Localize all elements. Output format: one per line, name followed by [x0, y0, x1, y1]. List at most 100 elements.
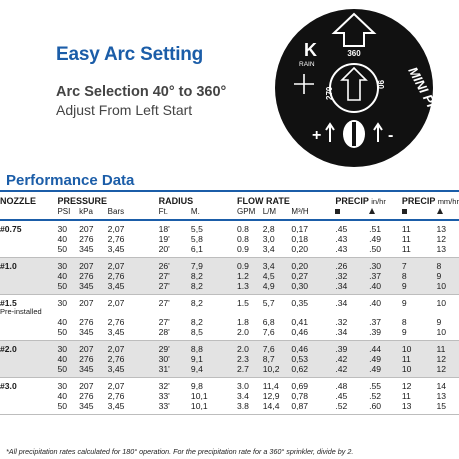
table-cell: 8,8 — [190, 340, 238, 354]
hero-title: Easy Arc Setting — [56, 44, 204, 65]
table-cell: 345 — [79, 281, 108, 295]
table-cell: 207 — [79, 298, 94, 308]
table-cell: 3,4 — [262, 244, 275, 254]
table-cell: .32 — [335, 317, 348, 327]
dial-label-270: 270 — [325, 86, 334, 100]
table-cell: 7,6 — [262, 327, 275, 337]
table-cell: 0,20 — [291, 244, 309, 254]
table-cell: 3,45 — [107, 401, 125, 411]
table-cell: 50 — [57, 327, 67, 337]
nozzle-group: #2.0 30 207 2,07 29' 8,8 2.0 7,6 0,46.39.44 10 11 4… — [0, 340, 459, 378]
table-cell: 8 — [401, 271, 437, 281]
table-cell: 27' — [158, 317, 170, 327]
nozzle-group: #3.0 30 207 2,07 32' 9,8 3.0 11,4 0,69 .48 .55 12 14… — [0, 378, 459, 415]
subheader-gpm: GPM — [237, 207, 256, 216]
table-cell: .49 — [369, 234, 382, 244]
header-precip-mm: PRECIP mm/hr — [402, 191, 459, 207]
table-cell: 40 — [57, 354, 80, 364]
table-cell: 10 — [436, 298, 447, 308]
table-cell: 30 — [57, 224, 67, 234]
table-cell: 27' — [158, 298, 170, 308]
subheader-bars: Bars — [107, 207, 125, 216]
table-cell: 32' — [158, 381, 170, 391]
table-cell: .43 — [335, 244, 348, 254]
nozzle-group: #1.5 Pre-installed 30 207 2,07 27' 8,2 1.5 5,7 0,… — [0, 295, 459, 341]
table-cell: 1.8 — [237, 317, 249, 327]
table-cell: 207 — [79, 224, 94, 234]
table-cell: 7,6 — [262, 340, 292, 354]
table-cell: .44 — [369, 340, 402, 354]
nozzle-note: Pre-installed — [0, 307, 42, 316]
table-cell: 2,76 — [107, 317, 125, 327]
table-cell: 31' — [158, 364, 191, 378]
table-cell: 0,35 — [291, 298, 309, 308]
table-cell: .34 — [335, 327, 348, 337]
header-flow-rate: FLOW RATE — [237, 196, 290, 206]
dial-brand-letter: K — [304, 40, 317, 60]
table-cell: 9 — [401, 327, 407, 337]
table-cell: 13 — [436, 244, 447, 254]
table-cell: 0,27 — [291, 271, 336, 281]
table-row: 40 276 2,76 27' 8,2 1.8 6,8 0,41 .32 .37 8 9 — [0, 317, 459, 327]
table-cell: 4,5 — [262, 271, 292, 281]
table-cell: .42 — [335, 354, 370, 364]
table-cell: 345 — [79, 244, 94, 254]
table-cell: 3,45 — [107, 281, 159, 295]
triangle-spacing-icon — [369, 207, 402, 220]
table-cell: .48 — [335, 381, 348, 391]
nozzle-size: #2.0 — [0, 340, 58, 354]
table-cell: 18' — [158, 224, 170, 234]
table-row: 50 345 3,45 20' 6,1 0.9 3,4 0,20 .43 .50 11 13 — [0, 244, 459, 258]
table-cell: 5,5 — [190, 224, 203, 234]
table-cell: 0.9 — [237, 244, 249, 254]
table-cell: 12 — [401, 381, 412, 391]
table-cell: 30' — [158, 354, 191, 364]
nozzle-label: #1.5 — [0, 298, 17, 308]
header-precip-in-label: PRECIP — [335, 196, 369, 206]
table-cell: 11 — [401, 391, 411, 401]
table-cell: 9,8 — [190, 381, 203, 391]
table-cell: .52 — [369, 391, 382, 401]
table-cell: 12,9 — [262, 391, 280, 401]
nozzle-label: #3.0 — [0, 381, 17, 391]
table-cell: 276 — [79, 391, 94, 401]
table-cell: 30 — [57, 257, 80, 271]
table-cell: 5,8 — [190, 234, 203, 244]
header-pressure: PRESSURE — [57, 196, 107, 206]
table-cell: 19' — [158, 234, 170, 244]
adjust-screw-slot — [352, 122, 356, 146]
arc-selector-ring — [329, 63, 379, 113]
table-cell: 2,8 — [262, 224, 275, 234]
dial-plus-sign: + — [312, 127, 321, 144]
table-cell: 2,76 — [107, 354, 159, 364]
table-cell: 276 — [79, 234, 94, 244]
table-cell: .32 — [335, 271, 370, 281]
table-cell: 33' — [158, 401, 170, 411]
table-cell: 3,4 — [262, 257, 292, 271]
table-cell: 40 — [57, 271, 80, 281]
table-cell: 2,07 — [107, 340, 159, 354]
table-cell: .49 — [369, 354, 402, 364]
table-cell: 207 — [79, 381, 94, 391]
table-cell: 15 — [436, 401, 447, 411]
sprinkler-dial-image: K RAIN 360 270 90 MINI PRO + - — [275, 9, 442, 167]
table-cell: 5,7 — [262, 298, 275, 308]
table-cell: 13 — [436, 224, 447, 234]
table-cell: .30 — [369, 257, 402, 271]
footnote: *All precipitation rates calculated for … — [6, 447, 354, 456]
table-cell: 40 — [57, 391, 67, 401]
table-cell: 33' — [158, 391, 170, 401]
table-cell: 13 — [401, 401, 412, 411]
table-cell: 8,2 — [190, 298, 203, 308]
table-cell: 9 — [401, 281, 437, 295]
nozzle-size: #0.75 — [0, 220, 57, 234]
table-cell: 0.8 — [237, 224, 249, 234]
table-row: #3.0 30 207 2,07 32' 9,8 3.0 11,4 0,69 .48 .55 12 14 — [0, 378, 459, 391]
table-cell: 8,2 — [190, 317, 203, 327]
table-cell: .49 — [369, 364, 402, 378]
adjust-start-text: Adjust From Left Start — [56, 102, 193, 118]
table-cell: 7,9 — [190, 257, 238, 271]
table-cell: 20' — [158, 244, 170, 254]
table-cell: 1.5 — [237, 298, 249, 308]
table-subheader-row: PSI kPa Bars Ft. M. GPM L/M M³/H — [0, 207, 459, 220]
